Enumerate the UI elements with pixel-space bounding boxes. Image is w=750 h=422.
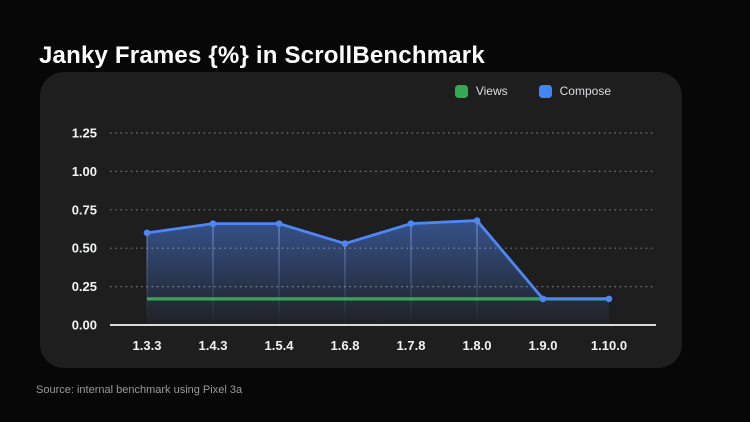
- compose-marker: [605, 295, 613, 303]
- x-tick-label: 1.5.4: [265, 338, 295, 353]
- compose-area-fill: [147, 220, 609, 325]
- legend-item-compose: Compose: [538, 84, 611, 98]
- compose-swatch-icon: [538, 84, 552, 98]
- legend-item-views: Views: [454, 84, 508, 98]
- compose-line: [145, 219, 611, 301]
- x-tick-label: 1.10.0: [591, 338, 627, 353]
- source-note: Source: internal benchmark using Pixel 3…: [36, 384, 243, 396]
- views-swatch-icon: [454, 84, 468, 98]
- y-tick-label: 0.00: [72, 318, 97, 333]
- legend-label-compose: Compose: [559, 84, 611, 98]
- x-tick-label: 1.3.3: [133, 338, 162, 353]
- compose-marker: [407, 220, 415, 227]
- x-tick-label: 1.7.8: [397, 338, 426, 353]
- x-tick-label: 1.8.0: [463, 338, 492, 353]
- page-title: Janky Frames {%} in ScrollBenchmark: [39, 42, 485, 70]
- legend-label-views: Views: [475, 84, 508, 98]
- compose-marker: [143, 229, 151, 237]
- y-tick-label: 0.50: [72, 241, 97, 256]
- x-tick-label: 1.9.0: [529, 338, 558, 353]
- compose-marker: [209, 220, 217, 227]
- y-tick-label: 0.75: [72, 202, 97, 217]
- y-tick-label: 1.25: [72, 126, 97, 141]
- x-tick-label: 1.4.3: [199, 338, 228, 353]
- compose-marker: [473, 217, 481, 224]
- compose-marker: [275, 220, 283, 227]
- y-tick-label: 1.00: [72, 164, 97, 179]
- compose-marker: [539, 295, 547, 303]
- x-tick-label: 1.6.8: [331, 338, 360, 353]
- line-chart: 0.00 0.25 0.50 0.75 1.00 1.25 1.3.3 1.4.3 1.5.4 1…: [72, 126, 656, 353]
- chart-legend: Views Compose: [454, 84, 611, 98]
- compose-marker: [341, 240, 349, 247]
- y-tick-label: 0.25: [72, 279, 97, 294]
- chart-panel: Views Compose 0.00 0.25 0.50 0.75 1.00 1.25 1.…: [40, 72, 682, 368]
